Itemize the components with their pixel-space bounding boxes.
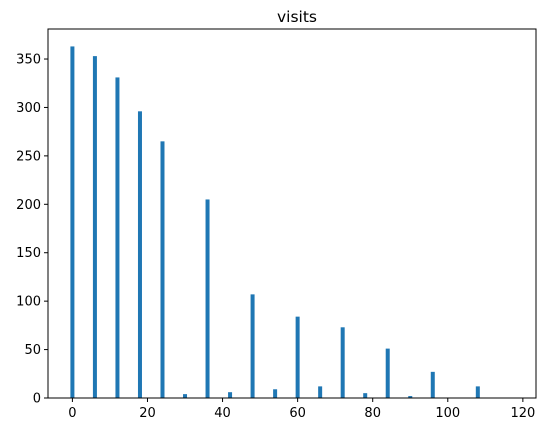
x-tick-label: 120 bbox=[510, 406, 535, 421]
bar bbox=[318, 386, 323, 398]
y-tick-label: 300 bbox=[16, 101, 41, 116]
bar bbox=[115, 77, 120, 399]
bar bbox=[475, 386, 480, 398]
bar bbox=[137, 111, 142, 398]
bar bbox=[340, 327, 345, 398]
y-tick-label: 0 bbox=[33, 392, 41, 407]
bar bbox=[295, 316, 300, 398]
x-tick-label: 20 bbox=[139, 406, 156, 421]
bar bbox=[205, 199, 210, 398]
y-axis: 0 50 100 150 200 250 300 350 bbox=[16, 53, 48, 407]
bar bbox=[228, 392, 233, 398]
x-tick-label: 40 bbox=[214, 406, 231, 421]
bar bbox=[160, 141, 165, 398]
bars bbox=[70, 46, 480, 399]
y-tick-label: 350 bbox=[16, 53, 41, 68]
bar bbox=[183, 394, 188, 398]
bar bbox=[430, 371, 435, 398]
bar bbox=[363, 393, 368, 398]
x-tick-label: 60 bbox=[289, 406, 306, 421]
y-tick-label: 150 bbox=[16, 246, 41, 261]
y-tick-label: 100 bbox=[16, 295, 41, 310]
bar bbox=[273, 389, 278, 398]
bar bbox=[408, 396, 413, 398]
y-tick-label: 50 bbox=[24, 343, 41, 358]
chart-title: visits bbox=[277, 8, 317, 26]
bar bbox=[92, 56, 97, 399]
x-axis: 0 20 40 60 80 100 120 bbox=[68, 398, 535, 421]
y-tick-label: 200 bbox=[16, 198, 41, 213]
x-tick-label: 80 bbox=[364, 406, 381, 421]
bar bbox=[385, 348, 390, 398]
bar bbox=[250, 294, 255, 398]
x-tick-label: 100 bbox=[435, 406, 460, 421]
bar bbox=[70, 46, 75, 399]
y-tick-label: 250 bbox=[16, 149, 41, 164]
x-tick-label: 0 bbox=[68, 406, 76, 421]
plot-frame bbox=[47, 28, 537, 399]
